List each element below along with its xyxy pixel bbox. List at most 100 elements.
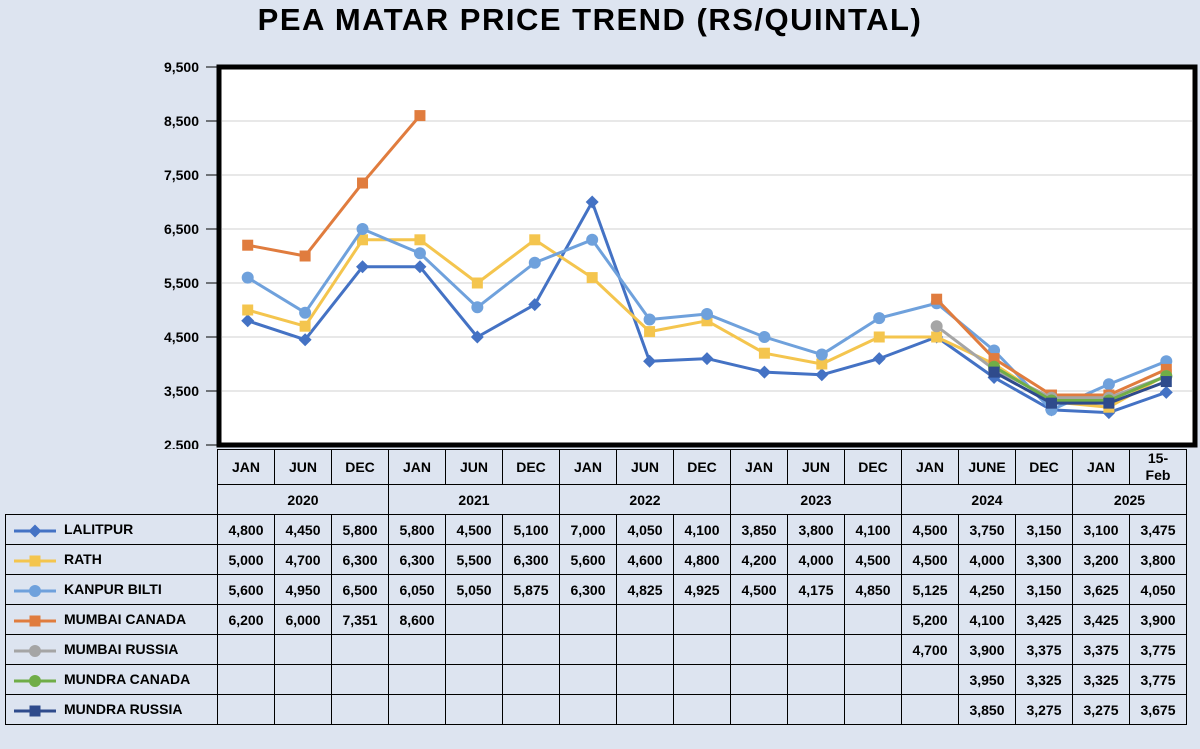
table-cell [274,664,332,695]
table-cell: 3,425 [1015,604,1073,635]
table-cell [274,634,332,665]
table-cell: 3,850 [958,694,1016,725]
data-point [528,256,541,269]
table-cell [502,694,560,725]
table-cell: 4,500 [730,574,788,605]
table-cell: 3,375 [1072,634,1130,665]
series-line [993,370,1167,405]
series-name-cell: MUNDRA RUSSIA [5,694,218,725]
table-cell [730,694,788,725]
data-point [586,272,598,284]
month-label: JAN [1072,449,1130,485]
series-name-cell: KANPUR BILTI [5,574,218,605]
table-cell [388,694,446,725]
table-cell [217,664,275,695]
data-point [241,314,255,328]
table-row: MUMBAI CANADA 6,200 6,000 7,351 8,600 5,200 4,… [5,604,1187,635]
month-label: DEC [331,449,389,485]
month-label: JUNE [958,449,1016,485]
data-point [931,331,943,343]
table-cell [616,634,674,665]
table-cell: 4,825 [616,574,674,605]
month-label: JAN [730,449,788,485]
table-cell: 6,200 [217,604,275,635]
month-label: JUN [274,449,332,485]
table-cell: 5,600 [559,544,617,575]
table-row: MUMBAI RUSSIA 4,700 3,900 3,375 3,375 3,775 [5,634,1187,665]
series-name-cell: MUNDRA CANADA [5,664,218,695]
table-cell [787,634,845,665]
data-point [815,348,828,361]
year-label: 2021 [388,484,560,515]
y-tick-label: 9,500 [164,59,199,75]
plot-area [216,64,1198,448]
table-cell: 7,351 [331,604,389,635]
y-tick-label: 6,500 [164,221,199,237]
table-cell: 3,425 [1072,604,1130,635]
data-point [298,333,312,347]
table-cell: 3,950 [958,664,1016,695]
data-point [242,239,254,251]
series-name-cell: MUMBAI CANADA [5,604,218,635]
table-cell: 5,500 [445,544,503,575]
table-cell: 4,500 [901,544,959,575]
data-point [242,304,254,316]
series-name: MUMBAI RUSSIA [64,641,179,658]
year-label: 2020 [217,484,389,515]
table-cell: 5,125 [901,574,959,605]
data-point [873,331,885,343]
table-cell: 3,900 [958,634,1016,665]
data-point [1102,378,1115,391]
table-cell [844,634,902,665]
month-label: JAN [388,449,446,485]
table-row: RATH 5,000 4,700 6,300 6,300 5,500 6,300 5,600 4… [5,544,1187,575]
table-cell [901,694,959,725]
table-cell: 5,600 [217,574,275,605]
series-name-cell: RATH [5,544,218,575]
month-label: 15- Feb [1129,449,1187,485]
year-row: 2020 2021 2022 2023 2024 2025 [6,484,1187,515]
line-chart: 2,500 3,500 4,500 5,500 6,500 7,500 8,500 9,500 [164,59,1198,449]
data-point [643,313,656,326]
series-name-cell: MUMBAI RUSSIA [5,634,218,665]
table-cell [787,664,845,695]
month-label: JUN [787,449,845,485]
table-cell [388,634,446,665]
table-cell [730,604,788,635]
table-cell [673,604,731,635]
data-point [1160,376,1172,388]
data-point [529,234,541,246]
table-cell: 4,000 [958,544,1016,575]
table-cell [502,604,560,635]
table-cell: 3,850 [730,514,788,545]
table-cell [445,694,503,725]
data-point [701,308,713,321]
legend-key [14,674,56,687]
table-cell: 4,850 [844,574,902,605]
table-cell: 3,900 [1129,604,1187,635]
table-cell: 4,800 [673,544,731,575]
series-name: MUNDRA CANADA [64,671,191,688]
month-label: DEC [502,449,560,485]
table-cell [331,664,389,695]
y-tick-label: 5,500 [164,275,199,291]
gridlines [222,120,1192,392]
table-cell [559,634,617,665]
table-cell: 4,925 [673,574,731,605]
data-point [1159,385,1173,399]
month-label: DEC [844,449,902,485]
table-cell: 8,600 [388,604,446,635]
data-point [586,233,599,246]
data-point [873,312,886,325]
month-label: DEC [673,449,731,485]
table-cell: 4,500 [844,544,902,575]
series-layer [241,110,1173,420]
table-cell: 4,450 [274,514,332,545]
data-point [528,298,542,312]
table-cell: 5,875 [502,574,560,605]
table-cell [901,664,959,695]
table-cell [445,604,503,635]
legend-key [14,615,56,627]
table-cell: 3,800 [787,514,845,545]
table-cell: 6,300 [502,544,560,575]
